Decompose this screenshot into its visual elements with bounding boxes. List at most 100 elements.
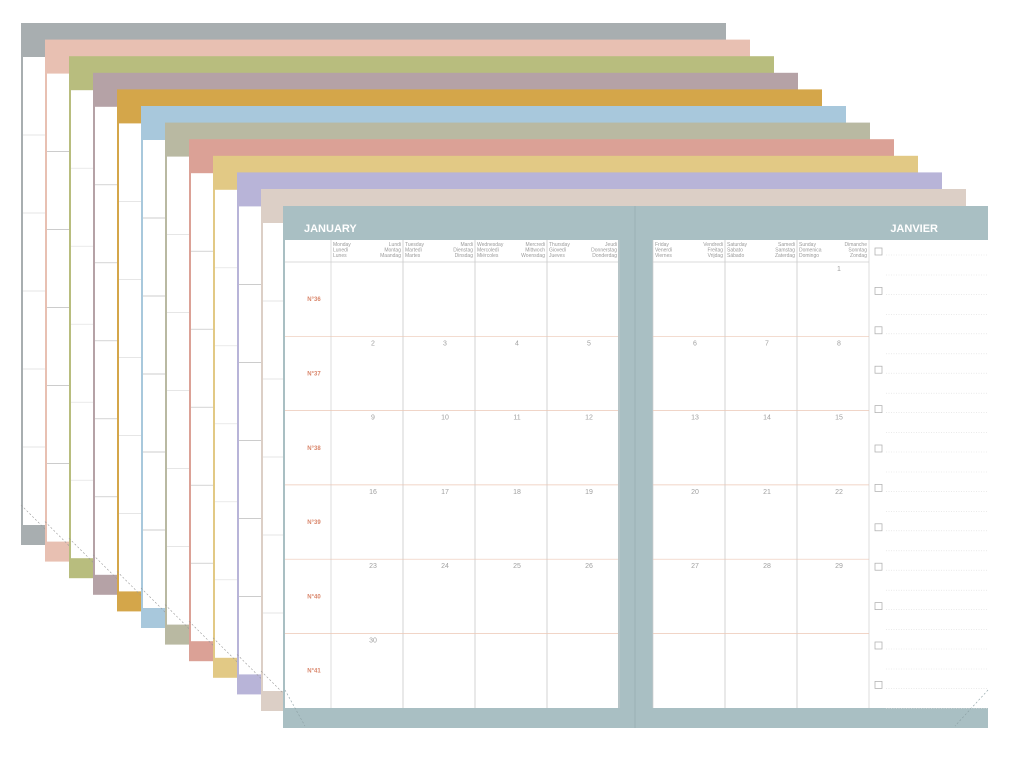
- right-page: [653, 240, 988, 708]
- checkbox: [874, 247, 883, 256]
- day-name: Mercredi: [526, 242, 545, 248]
- date: 12: [585, 415, 593, 422]
- week-number: N°37: [307, 371, 321, 377]
- date: 30: [369, 638, 377, 645]
- corner-dash: [164, 604, 202, 641]
- checkbox: [874, 484, 883, 492]
- date: 13: [691, 415, 699, 422]
- day-name: Sábado: [727, 253, 744, 259]
- corner-dash: [236, 654, 274, 691]
- day-name: Samstag: [775, 248, 795, 254]
- corner-dash: [116, 571, 154, 608]
- day-name: Jeudi: [605, 242, 617, 248]
- day-name: Saturday: [727, 242, 748, 248]
- date: 8: [837, 340, 841, 347]
- date: 27: [691, 563, 699, 570]
- date: 7: [765, 340, 769, 347]
- day-name: Martes: [405, 253, 421, 259]
- date: 4: [515, 340, 519, 347]
- week-number: N°40: [307, 594, 321, 600]
- day-name: Venerdì: [655, 248, 673, 254]
- checkbox: [874, 523, 883, 532]
- date: 24: [441, 563, 449, 570]
- day-name: Dienstag: [453, 248, 473, 254]
- date: 11: [513, 415, 520, 422]
- day-name: Vrijdag: [708, 253, 724, 259]
- corner-dash: [260, 670, 298, 708]
- date: 5: [587, 340, 591, 347]
- checkbox: [874, 602, 883, 610]
- day-name: Donderdag: [592, 253, 617, 259]
- checkbox: [874, 681, 883, 689]
- day-name: Viernes: [655, 253, 672, 259]
- day-name: Vendredi: [703, 242, 723, 248]
- date: 15: [835, 415, 843, 422]
- date: 18: [513, 489, 521, 496]
- checkbox: [874, 287, 883, 295]
- day-name: Dinsdag: [455, 253, 474, 259]
- day-name: Giovedì: [549, 248, 567, 254]
- day-name: Zaterdag: [775, 253, 795, 259]
- day-name: Zondag: [850, 253, 867, 259]
- month-title-fr: JANVIER: [890, 223, 938, 235]
- date: 1: [837, 266, 841, 273]
- day-name: Jueves: [549, 253, 565, 259]
- corner-dash: [68, 537, 106, 575]
- date: 17: [441, 489, 449, 496]
- date: 9: [371, 415, 375, 422]
- day-name: Thursday: [549, 242, 570, 248]
- day-name: Donnerstag: [591, 248, 617, 254]
- day-name: Montag: [384, 248, 401, 254]
- date: 25: [513, 563, 521, 570]
- week-number: N°38: [307, 446, 321, 452]
- day-name: Monday: [333, 242, 351, 248]
- date: 2: [371, 340, 375, 347]
- date: 23: [369, 563, 377, 570]
- week-number: N°41: [307, 669, 321, 675]
- day-name: Samedi: [778, 242, 795, 248]
- checkbox: [874, 405, 883, 413]
- date: 3: [443, 340, 447, 347]
- day-name: Sonntag: [848, 248, 867, 254]
- checkbox: [874, 444, 883, 453]
- date: 19: [585, 489, 593, 496]
- day-name: Woensdag: [521, 253, 545, 259]
- date: 26: [585, 563, 593, 570]
- day-name: Friday: [655, 242, 669, 248]
- day-name: Wednesday: [477, 242, 504, 248]
- checkbox: [874, 562, 883, 571]
- day-name: Sunday: [799, 242, 816, 248]
- corner-dash: [188, 620, 226, 658]
- date: 28: [763, 563, 771, 570]
- week-number: N°39: [307, 520, 321, 526]
- date: 22: [835, 489, 843, 496]
- day-name: Sabato: [727, 248, 743, 254]
- day-name: Lunes: [333, 253, 347, 259]
- day-name: Lunedì: [333, 248, 349, 254]
- week-number: N°36: [307, 297, 321, 303]
- day-name: Dimanche: [844, 242, 867, 248]
- corner-dash: [284, 689, 306, 727]
- day-name: Domenica: [799, 248, 822, 254]
- corner-dash: [954, 689, 989, 727]
- day-name: Domingo: [799, 253, 819, 259]
- month-title: JANUARY: [304, 223, 357, 235]
- day-name: Lundi: [389, 242, 401, 248]
- date: 20: [691, 489, 699, 496]
- day-name: Miércoles: [477, 253, 499, 259]
- date: 21: [763, 489, 771, 496]
- left-page: [285, 240, 618, 708]
- checkbox: [874, 326, 883, 335]
- corner-dash: [92, 554, 130, 592]
- date: 16: [369, 489, 377, 496]
- corner-dash: [212, 637, 250, 675]
- date: 10: [441, 415, 449, 422]
- corner-dash: [44, 521, 82, 558]
- day-name: Mittwoch: [525, 248, 545, 254]
- corner-dash: [140, 587, 178, 625]
- date: 14: [763, 415, 771, 422]
- day-name: Martedì: [405, 248, 423, 254]
- corner-dash: [20, 504, 58, 542]
- date: 6: [693, 340, 697, 347]
